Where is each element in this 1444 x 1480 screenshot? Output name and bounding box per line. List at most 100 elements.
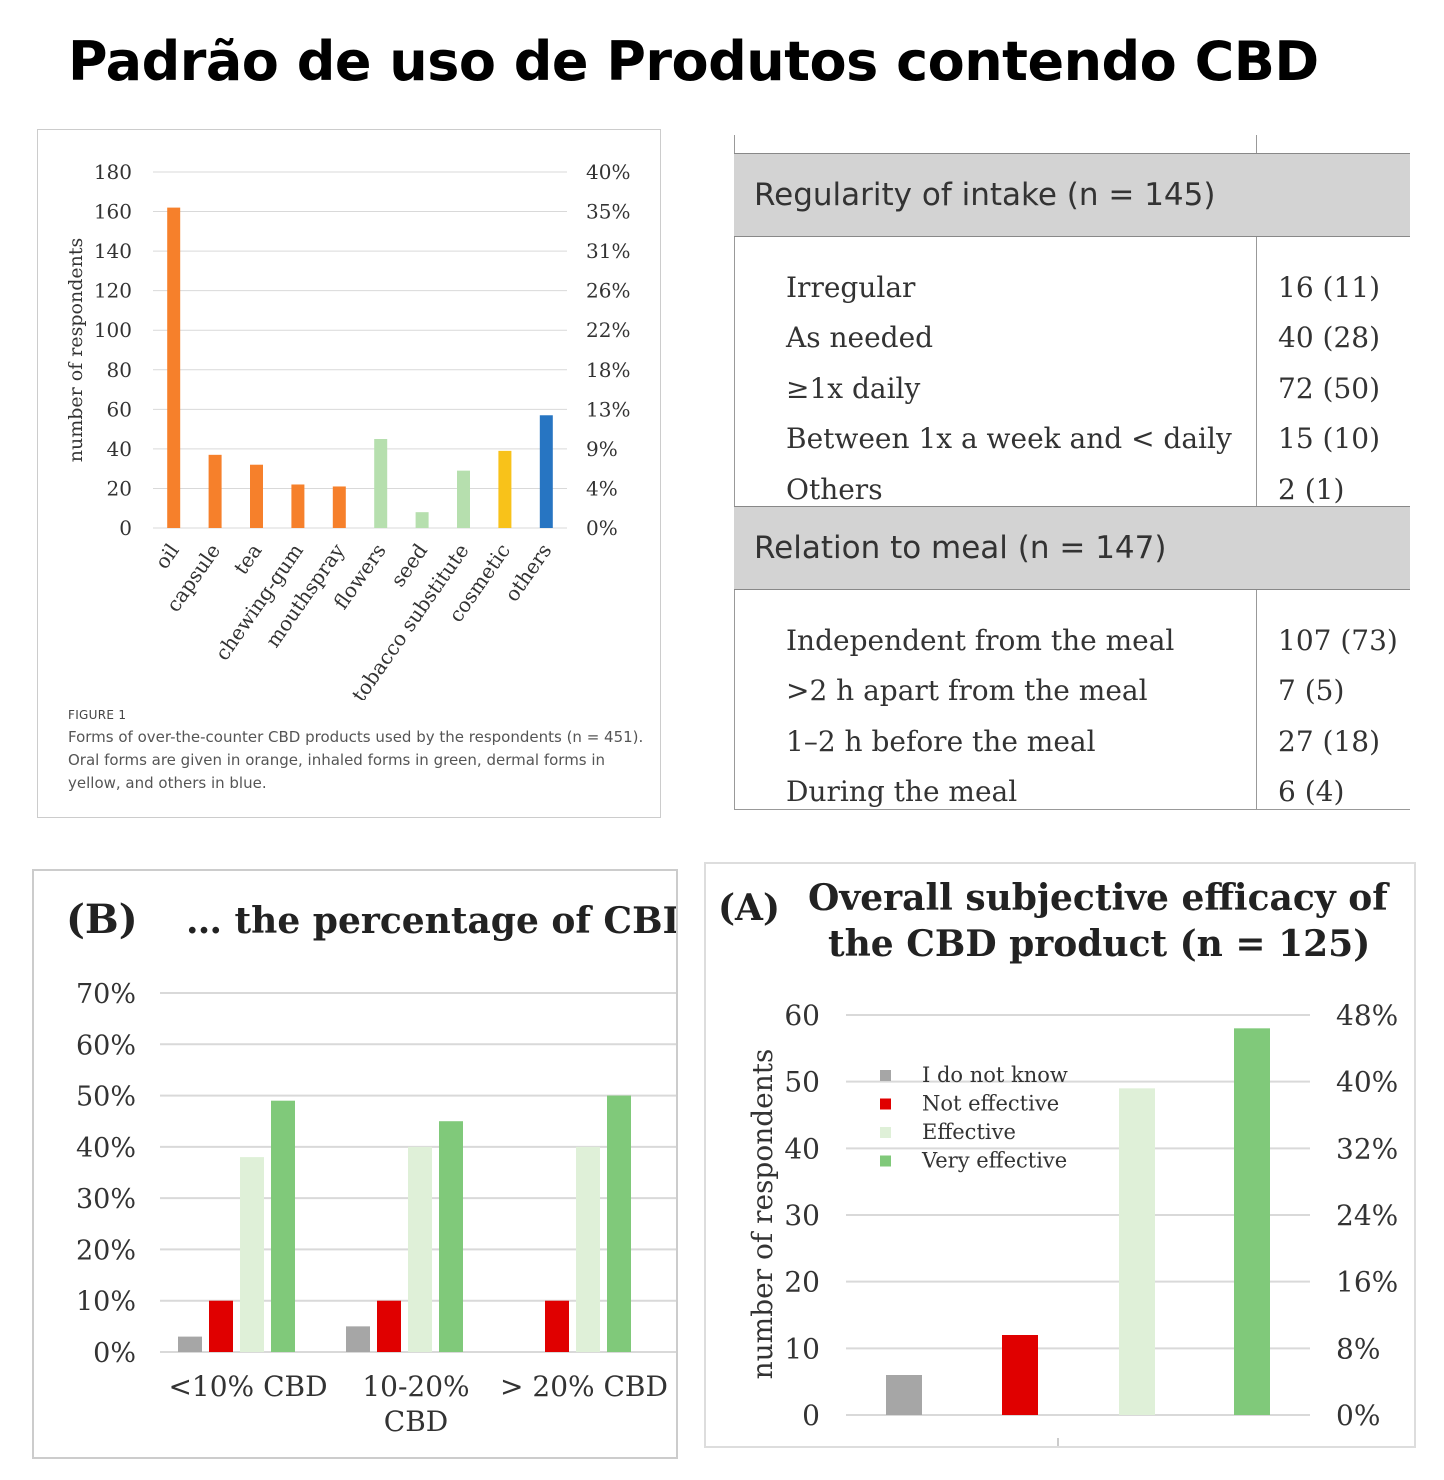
- y2-tick-label: 9%: [586, 437, 618, 461]
- row-label: During the meal: [786, 775, 1018, 809]
- legend-swatch: [880, 1127, 891, 1138]
- bar-oil: [167, 207, 181, 528]
- column-divider: [1256, 135, 1257, 809]
- y-tick-label: 10%: [76, 1287, 136, 1318]
- row-value: 107 (73): [1278, 624, 1398, 657]
- y2-tick-label: 18%: [586, 358, 630, 382]
- row-label: Others: [786, 472, 883, 506]
- y2-tick-label: 24%: [1336, 1199, 1398, 1232]
- y-axis-label: number of respondents: [65, 238, 87, 462]
- y-tick-label: 70%: [76, 979, 136, 1010]
- y-tick-label: 80: [107, 358, 132, 382]
- table-row: Between 1x a week and < daily 15 (10): [734, 414, 1410, 464]
- bar: [408, 1146, 432, 1352]
- bar-seed: [415, 512, 429, 528]
- chart-title-line1: Overall subjective efficacy of: [808, 877, 1390, 919]
- row-label: 1–2 h before the meal: [786, 724, 1096, 758]
- efficacy-panel: (A) Overall subjective efficacy of the CBD…: [704, 862, 1416, 1448]
- y-tick-label: 60: [784, 999, 820, 1032]
- bar-mouthspray: [332, 486, 346, 528]
- y2-tick-label: 8%: [1336, 1332, 1380, 1365]
- y-tick-label: 140: [94, 239, 132, 263]
- row-value: 7 (5): [1278, 674, 1345, 708]
- y2-tick-label: 0%: [586, 516, 618, 540]
- table-row: As needed 40 (28): [734, 313, 1410, 363]
- y-tick-label: 0%: [93, 1338, 136, 1369]
- y-tick-label: 40%: [76, 1133, 136, 1164]
- bar-i-do-not-know: [886, 1375, 922, 1415]
- y-tick-label: 0: [802, 1399, 820, 1432]
- forms-bar-chart: 0 0% 20 4% 40 9% 60 13% 80 18% 100 22% 120 26% 140 31% 1…: [65, 160, 630, 700]
- row-value: 27 (18): [1278, 724, 1381, 758]
- legend-swatch: [880, 1098, 891, 1110]
- bar: [607, 1095, 631, 1352]
- y-tick-label: 10: [784, 1332, 820, 1365]
- row-value: 40 (28): [1278, 321, 1381, 355]
- bar-effective: [1119, 1088, 1155, 1415]
- bar: [240, 1157, 264, 1352]
- row-value: 2 (1): [1278, 472, 1345, 506]
- table-row: >2 h apart from the meal 7 (5): [734, 666, 1410, 716]
- legend-label: Very effective: [921, 1149, 1067, 1173]
- table-row: Irregular 16 (11): [734, 263, 1410, 313]
- bar: [178, 1336, 202, 1352]
- y2-tick-label: 22%: [586, 318, 630, 342]
- y-tick-label: 60: [107, 397, 132, 421]
- bar-chewing-gum: [291, 484, 305, 528]
- y2-tick-label: 13%: [586, 397, 630, 421]
- table-row: Independent from the meal 107 (73): [734, 616, 1410, 666]
- y-axis-label: number of respondents: [746, 1049, 779, 1380]
- row-label: Independent from the meal: [786, 624, 1175, 657]
- row-value: 16 (11): [1278, 271, 1381, 304]
- bar-others: [539, 415, 553, 528]
- bar: [439, 1121, 463, 1352]
- row-label: As needed: [786, 321, 934, 355]
- row-label: ≥1x daily: [786, 371, 921, 405]
- cbd-percentage-chart: (B) … the percentage of CBD 0% 10% 20% 30% 40%…: [66, 896, 676, 1438]
- table-row: ≥1x daily 72 (50): [734, 364, 1410, 414]
- bar-tobacco-substitute: [457, 470, 470, 528]
- y-tick-label: 50%: [76, 1082, 136, 1113]
- bar: [346, 1326, 370, 1352]
- y-tick-label: 40: [107, 437, 132, 461]
- page-title: Padrão de uso de Produtos contendo CBD: [68, 30, 1319, 93]
- y2-tick-label: 31%: [586, 239, 630, 263]
- bar: [271, 1100, 295, 1352]
- row-value: 6 (4): [1278, 775, 1345, 809]
- y-tick-label: 180: [94, 160, 132, 184]
- legend-label: Not effective: [922, 1092, 1059, 1116]
- y2-tick-label: 35%: [586, 200, 630, 224]
- figure-caption-label: FIGURE 1: [68, 708, 127, 722]
- bar: [377, 1300, 401, 1352]
- bar-cosmetic: [498, 450, 512, 528]
- chart-title-line2: the CBD product (n = 125): [828, 923, 1370, 965]
- y-tick-label: 30: [784, 1199, 820, 1232]
- bar: [545, 1300, 569, 1352]
- y2-tick-label: 40%: [586, 160, 630, 184]
- row-value: 15 (10): [1278, 422, 1381, 456]
- bar-capsule: [208, 454, 222, 528]
- table-row: Others 2 (1): [734, 465, 1410, 515]
- y-tick-label: 160: [94, 200, 132, 224]
- bar-flowers: [374, 439, 388, 528]
- y-tick-label: 20: [784, 1266, 820, 1299]
- y-tick-label: 40: [784, 1132, 820, 1165]
- y2-tick-label: 40%: [1336, 1066, 1398, 1099]
- bar-tea: [250, 464, 263, 528]
- y-tick-label: 20: [107, 476, 132, 500]
- intake-table: Regularity of intake (n = 145) Irregular 1…: [734, 135, 1410, 810]
- figure1-panel: 0 0% 20 4% 40 9% 60 13% 80 18% 100 22% 120 26% 140 31% 1…: [37, 129, 661, 818]
- legend-swatch: [880, 1155, 891, 1167]
- legend-label: I do not know: [922, 1063, 1068, 1087]
- row-value: 72 (50): [1278, 371, 1381, 405]
- y-tick-label: 50: [784, 1066, 820, 1099]
- legend-label: Effective: [922, 1120, 1016, 1144]
- cbd-percentage-panel: (B) … the percentage of CBD 0% 10% 20% 30% 40%…: [32, 869, 678, 1459]
- bar-not-effective: [1002, 1335, 1038, 1415]
- bar: [576, 1146, 600, 1352]
- table-body: Regularity of intake (n = 145) Irregular 1…: [734, 135, 1410, 810]
- y-tick-label: 100: [94, 318, 132, 342]
- y2-tick-label: 4%: [586, 476, 618, 500]
- y2-tick-label: 48%: [1336, 999, 1398, 1032]
